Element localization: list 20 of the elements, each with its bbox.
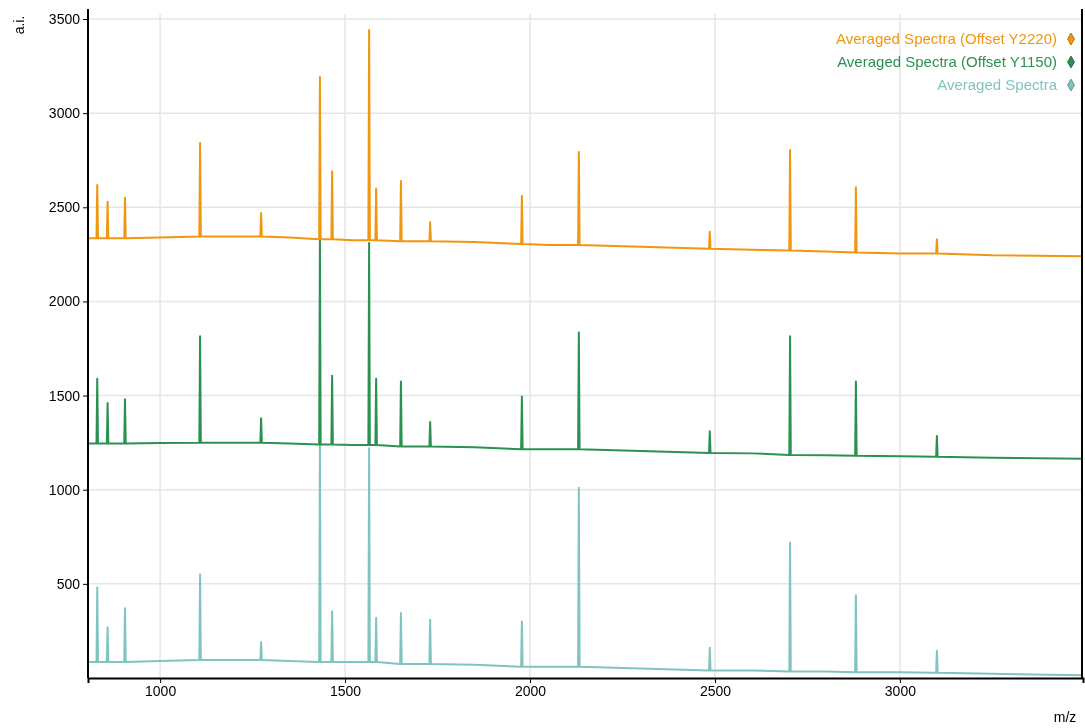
legend-label: Averaged Spectra (937, 76, 1058, 93)
legend-label: Averaged Spectra (Offset Y2220) (836, 30, 1057, 47)
line-series (88, 29, 1083, 258)
legend-label: Averaged Spectra (Offset Y1150) (837, 53, 1057, 70)
line-series (88, 443, 1083, 677)
x-tick-label: 1500 (329, 682, 362, 699)
x-axis-title: m/z (1053, 709, 1077, 725)
y-tick-label: 3500 (48, 10, 81, 27)
line-series (88, 238, 1083, 460)
x-tick-label: 2500 (699, 682, 732, 699)
y-axis-title: a.i. (11, 15, 27, 35)
x-tick-label: 2000 (514, 682, 547, 699)
x-tick-label: 1000 (145, 682, 177, 699)
y-tick-label: 1500 (48, 387, 81, 404)
y-tick-label: 2500 (48, 199, 81, 216)
y-tick-label: 2000 (48, 293, 81, 310)
x-tick-label: 3000 (884, 682, 917, 699)
y-tick-label: 1000 (48, 481, 81, 498)
y-tick-label: 3000 (48, 105, 81, 122)
y-tick-label: 500 (56, 575, 81, 592)
